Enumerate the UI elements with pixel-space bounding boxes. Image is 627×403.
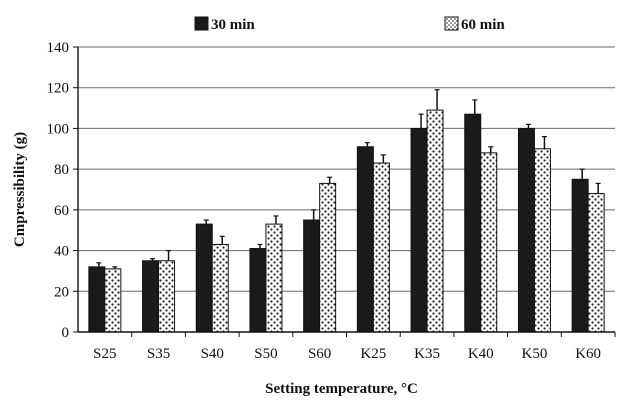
- bar-30-min-K25: [356, 146, 374, 333]
- y-axis-title: Cmpressibility (g): [12, 132, 28, 247]
- bar-60-min-K60: [587, 193, 605, 333]
- y-tick-label: 100: [47, 121, 70, 137]
- y-tick-label: 120: [47, 81, 70, 97]
- bar-30-min-S60: [303, 219, 321, 333]
- legend-swatch-60-min: [444, 16, 459, 31]
- y-tick-labels: 0 20 40 60 80 100 120 140: [47, 40, 70, 341]
- x-tick-label: K50: [522, 346, 548, 362]
- bar-60-min-S50: [265, 223, 283, 333]
- bar-60-min-K35: [426, 109, 444, 333]
- bars: [88, 109, 605, 333]
- x-tick-label: S40: [201, 346, 224, 362]
- y-tick-label: 60: [54, 203, 69, 219]
- legend-label-60-min: 60 min: [461, 17, 505, 33]
- bar-30-min-S50: [249, 248, 267, 333]
- bar-60-min-S25: [104, 268, 122, 333]
- legend-label-30-min: 30 min: [211, 17, 255, 33]
- x-tick-label: K35: [414, 346, 440, 362]
- legend: 30 min 60 min: [194, 16, 505, 33]
- bar-30-min-S25: [88, 266, 106, 333]
- x-tick-label: K25: [360, 346, 386, 362]
- y-tick-label: 20: [54, 284, 69, 300]
- bar-60-min-S40: [211, 243, 229, 333]
- y-tick-label: 140: [47, 40, 70, 56]
- x-axis-title: Setting temperature, °C: [265, 381, 418, 397]
- x-tick-label: S60: [308, 346, 331, 362]
- bar-30-min-K35: [410, 127, 428, 333]
- x-tick-label: S35: [147, 346, 170, 362]
- y-tick-label: 80: [54, 162, 69, 178]
- bar-30-min-K60: [571, 178, 589, 333]
- y-tick-label: 0: [62, 325, 70, 341]
- error-bars: [96, 89, 601, 269]
- bar-60-min-S35: [158, 260, 176, 333]
- x-tick-label: S25: [93, 346, 116, 362]
- bar-60-min-S60: [319, 182, 337, 333]
- bar-30-min-K50: [517, 127, 535, 333]
- bar-30-min-S35: [142, 260, 160, 333]
- y-tick-label: 40: [54, 244, 69, 260]
- x-tick-label: K60: [575, 346, 601, 362]
- x-tick-labels: S25 S35 S40 S50 S60 K25 K35 K40 K50 K60: [93, 332, 616, 362]
- bar-60-min-K50: [533, 148, 551, 333]
- bar-60-min-K25: [372, 162, 390, 333]
- bar-60-min-K40: [480, 152, 498, 333]
- x-tick-label: S50: [254, 346, 277, 362]
- x-tick-label: K40: [468, 346, 494, 362]
- legend-swatch-30-min: [194, 16, 209, 31]
- bar-30-min-K40: [464, 113, 482, 333]
- bar-30-min-S40: [195, 223, 213, 333]
